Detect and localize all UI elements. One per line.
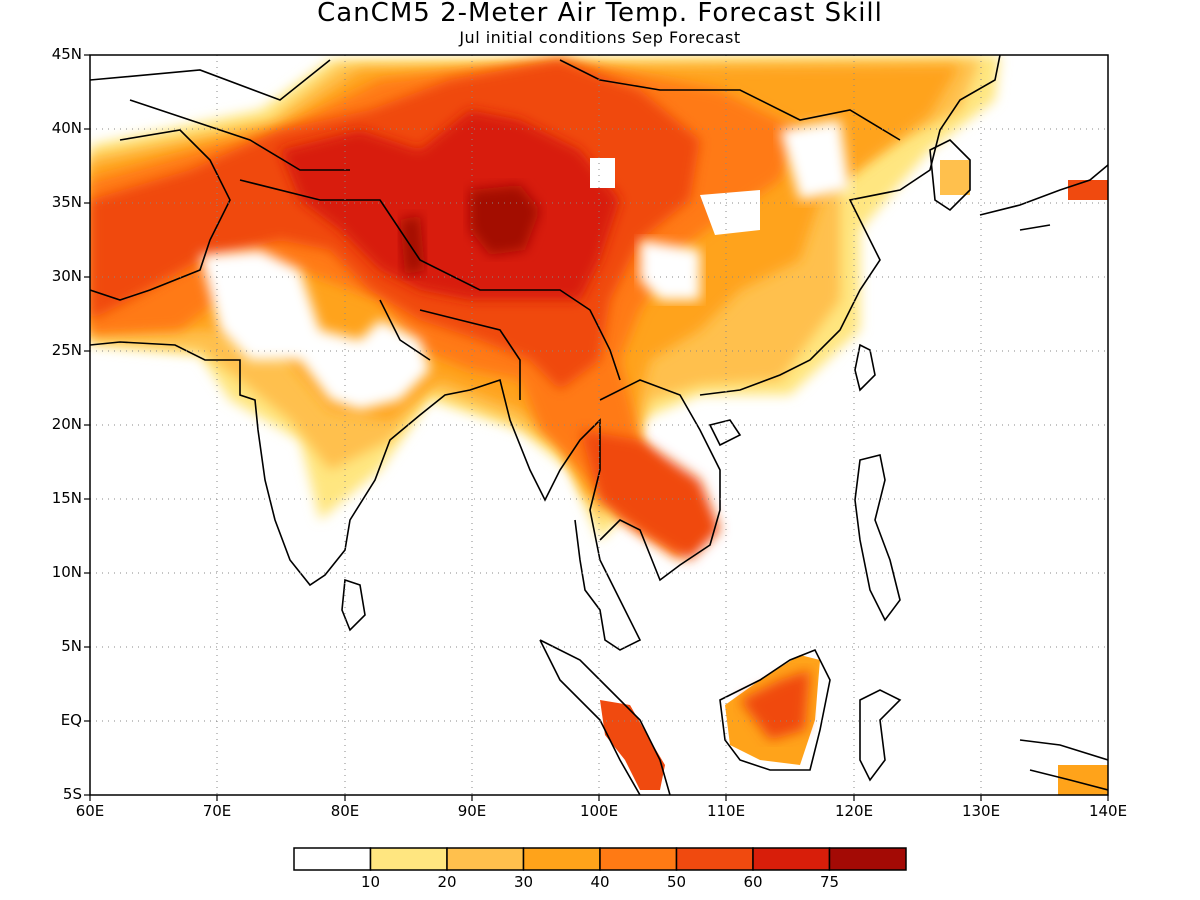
coastline-sumatra [539,639,671,795]
coastline-sulawesi [859,689,902,782]
lat-label-30n: 30N [51,267,82,285]
coastlines [90,55,1108,795]
lat-label-40n: 40N [51,119,82,137]
map-title: CanCM5 2-Meter Air Temp. Forecast Skill [317,0,883,28]
coastline-newguinea [1019,739,1108,791]
coastline-srilanka [341,578,366,632]
coastline-taiwan [854,343,876,392]
lon-label-70e: 70E [202,802,232,820]
coastline-korea [929,139,971,212]
colorbar-label-10: 10 [360,873,381,891]
lat-label-10n: 10N [51,563,82,581]
lon-label-130e: 130E [961,802,1001,820]
lat-label-15n: 15N [51,489,82,507]
skill-region-borneo-core [740,670,810,740]
lon-label-140e: 140E [1088,802,1128,820]
lat-label-20n: 20N [51,415,82,433]
colorbar-swatch-4 [599,847,678,871]
coastline-arabia-india [90,341,642,651]
colorbar-swatch-5 [675,847,754,871]
colorbar-label-40: 40 [590,873,610,891]
coastline-japan [979,164,1108,231]
colorbar-label-30: 30 [513,873,534,891]
coastline-indochina [599,379,721,582]
lat-label-eq: EQ [60,711,82,729]
lat-label-25n: 25N [51,341,82,359]
colorbar-label-20: 20 [437,873,457,891]
coastline-hainan [708,419,742,447]
skill-gap-ne-china [700,190,760,235]
skill-gap-mongolia [780,120,850,200]
lon-label-90e: 90E [457,802,487,820]
skill-region-korea [940,160,970,195]
border-line-4 [559,59,901,141]
skill-region-75b [400,215,425,275]
lat-label-5n: 5N [61,637,82,655]
skill-region-japan [1068,180,1108,200]
colorbar-swatch-0 [293,847,372,871]
colorbar-label-75: 75 [819,873,840,891]
coastline-philippines [854,454,901,622]
border-line-3 [379,299,521,400]
skill-region-60 [280,110,620,300]
lat-label-35n: 35N [51,193,82,211]
colorbar-swatch-7 [828,847,907,871]
map-subtitle: Jul initial conditions Sep Forecast [459,28,741,47]
coastline-borneo [719,648,831,771]
colorbar-label-50: 50 [666,873,687,891]
lon-label-60e: 60E [75,802,105,820]
skill-region-png [1058,765,1108,795]
colorbar-swatch-6 [752,847,831,871]
tick-marks [84,54,1109,801]
border-line-1 [90,59,350,171]
skill-region-indochina [580,430,720,560]
colorbar-swatch-3 [522,847,601,871]
colorbar-swatch-2 [446,847,525,871]
coastline-china [699,55,1001,396]
border-line-2 [239,179,621,381]
lon-label-100e: 100E [579,802,619,820]
lat-label-5s: 5S [62,785,82,803]
skill-region-sumatra [600,700,665,790]
skill-gap-india [200,250,430,410]
skill-gap-china [640,240,700,300]
lat-label-45n: 45N [51,45,82,63]
colorbar-label-60: 60 [743,873,763,891]
colorbar-swatch-1 [369,847,448,871]
border-line-5 [90,129,231,301]
lon-label-80e: 80E [330,802,360,820]
lon-label-120e: 120E [834,802,874,820]
lon-label-110e: 110E [706,802,746,820]
skill-gap-tarim [590,158,615,188]
